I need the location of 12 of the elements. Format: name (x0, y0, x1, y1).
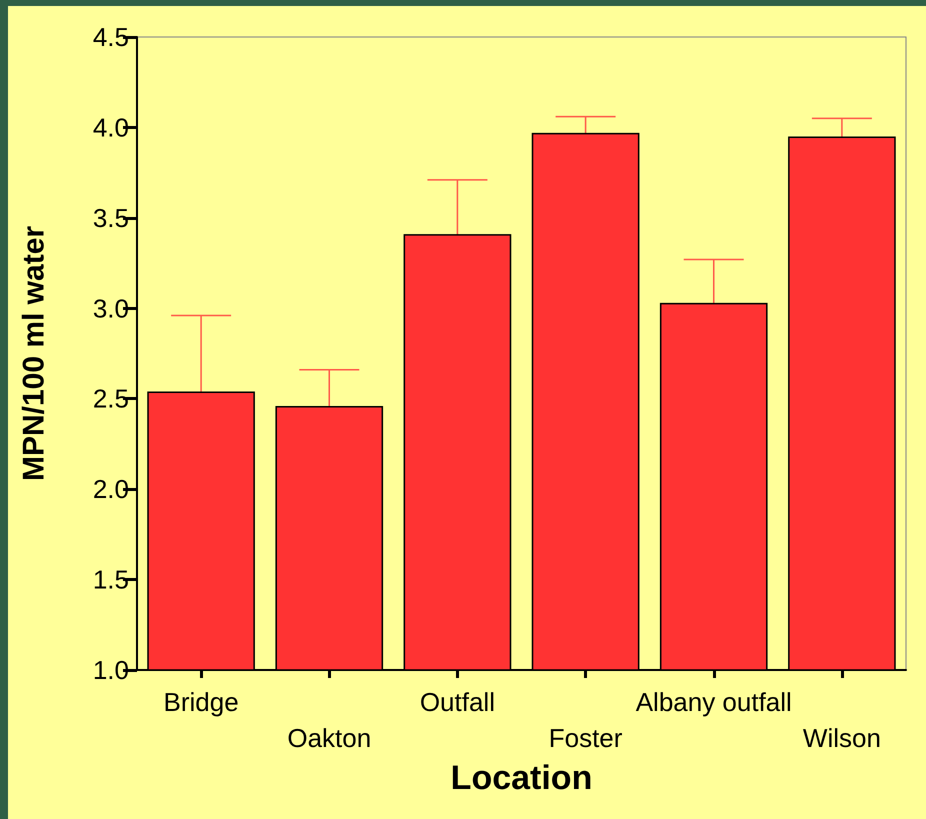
x-tick-label: Foster (548, 723, 623, 753)
y-axis-title: MPN/100 ml water (18, 226, 50, 482)
x-tick-label: Outfall (420, 687, 495, 717)
y-tick-label: 4.0 (92, 112, 129, 142)
x-axis-title: Location (450, 758, 592, 797)
x-tick-label: Oakton (287, 723, 372, 753)
x-tick-label: Wilson (802, 723, 881, 753)
y-tick-label: 3.0 (92, 293, 129, 324)
x-tick-label: Bridge (164, 687, 239, 717)
y-tick-label: 1.0 (92, 655, 129, 685)
x-tick-label: Albany outfall (636, 687, 792, 717)
y-tick-label: 2.0 (92, 474, 129, 504)
